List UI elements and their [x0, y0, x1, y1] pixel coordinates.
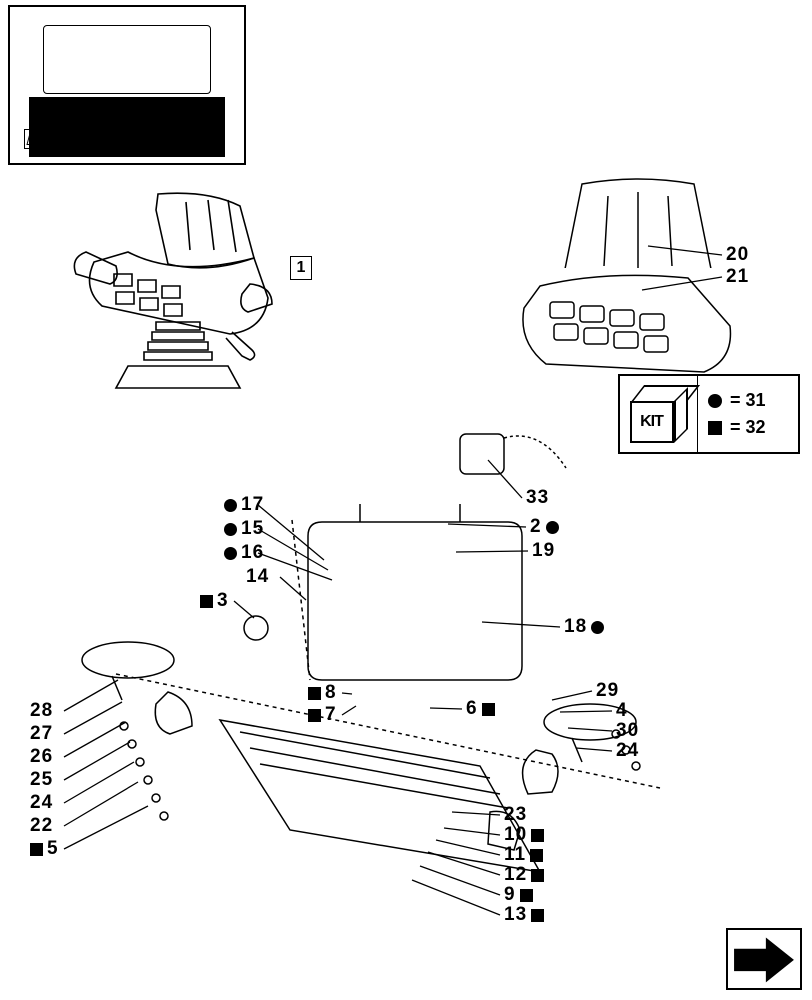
- callout-27: 27: [30, 723, 53, 745]
- callout-23: 23: [504, 804, 527, 826]
- callout-number: 7: [325, 704, 337, 726]
- circle-marker-icon: [224, 547, 237, 560]
- callout-33: 33: [526, 487, 549, 509]
- callout-number: 9: [504, 884, 516, 906]
- callout-number: 24: [30, 792, 53, 814]
- callout-18: 18: [564, 616, 604, 638]
- circle-marker-icon: [224, 523, 237, 536]
- square-marker-icon: [531, 829, 544, 842]
- square-marker-icon: [30, 843, 43, 856]
- callout-number: 5: [47, 838, 59, 860]
- next-page-arrow-icon: [726, 928, 802, 990]
- callout-number: 6: [466, 698, 478, 720]
- callout-number: 27: [30, 723, 53, 745]
- callout-24: 24: [616, 740, 639, 762]
- callout-15: 15: [224, 518, 264, 540]
- callout-number: 25: [30, 769, 53, 791]
- square-marker-icon: [531, 909, 544, 922]
- callout-4: 4: [616, 700, 628, 722]
- square-marker-icon: [308, 687, 321, 700]
- callout-number: 26: [30, 746, 53, 768]
- callout-number: 8: [325, 682, 337, 704]
- callout-number: 15: [241, 518, 264, 540]
- square-marker-icon: [200, 595, 213, 608]
- callout-number: 13: [504, 904, 527, 926]
- callout-number: 12: [504, 864, 527, 886]
- callout-25: 25: [30, 769, 53, 791]
- callout-26: 26: [30, 746, 53, 768]
- callout-number: 20: [726, 244, 749, 266]
- callout-30: 30: [616, 720, 639, 742]
- callout-14: 14: [246, 566, 269, 588]
- callout-29: 29: [596, 680, 619, 702]
- callout-number: 22: [30, 815, 53, 837]
- callout-5: 5: [30, 838, 59, 860]
- callout-7: 7: [308, 704, 337, 726]
- callout-number: 14: [246, 566, 269, 588]
- callout-28: 28: [30, 700, 53, 722]
- callout-number: 19: [532, 540, 555, 562]
- callout-24: 24: [30, 792, 53, 814]
- callout-number: 11: [504, 844, 526, 866]
- callout-12: 12: [504, 864, 544, 886]
- callout-22: 22: [30, 815, 53, 837]
- square-marker-icon: [520, 889, 533, 902]
- callout-number: 24: [616, 740, 639, 762]
- callout-3: 3: [200, 590, 229, 612]
- circle-marker-icon: [546, 521, 559, 534]
- callout-number: 21: [726, 266, 749, 288]
- callout-number: 3: [217, 590, 229, 612]
- callout-21: 21: [726, 266, 749, 288]
- diagram-canvas: { "diagram": { "canvas": { "width": 812,…: [0, 0, 812, 1000]
- callout-17: 17: [224, 494, 264, 516]
- square-marker-icon: [308, 709, 321, 722]
- callout-19: 19: [532, 540, 555, 562]
- square-marker-icon: [482, 703, 495, 716]
- callout-number: 23: [504, 804, 527, 826]
- callout-11: 11: [504, 844, 543, 866]
- callout-13: 13: [504, 904, 544, 926]
- callout-number: 18: [564, 616, 587, 638]
- callout-number: 33: [526, 487, 549, 509]
- callout-number: 28: [30, 700, 53, 722]
- square-marker-icon: [530, 849, 543, 862]
- callout-number: 29: [596, 680, 619, 702]
- callout-8: 8: [308, 682, 337, 704]
- callout-16: 16: [224, 542, 264, 564]
- callout-10: 10: [504, 824, 544, 846]
- circle-marker-icon: [224, 499, 237, 512]
- callout-number: 10: [504, 824, 527, 846]
- callout-20: 20: [726, 244, 749, 266]
- callout-9: 9: [504, 884, 533, 906]
- callout-6: 6: [466, 698, 495, 720]
- callout-number: 4: [616, 700, 628, 722]
- leader-lines-layer: [0, 0, 812, 1000]
- square-marker-icon: [531, 869, 544, 882]
- callout-number: 2: [530, 516, 542, 538]
- callout-number: 30: [616, 720, 639, 742]
- callout-number: 16: [241, 542, 264, 564]
- callout-2: 2: [530, 516, 559, 538]
- callout-number: 17: [241, 494, 264, 516]
- circle-marker-icon: [591, 621, 604, 634]
